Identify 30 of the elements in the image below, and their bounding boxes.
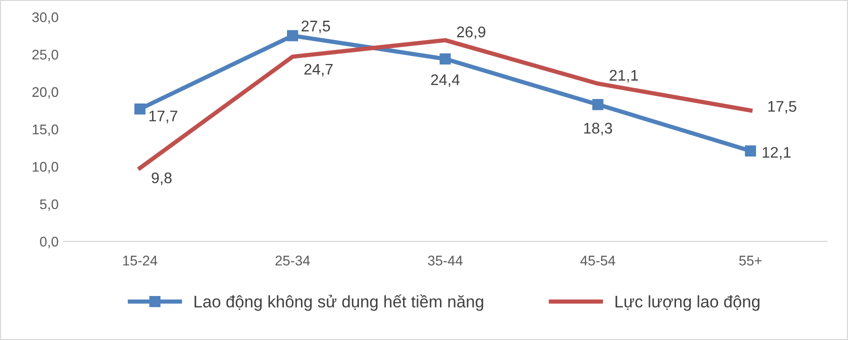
point (287, 30, 298, 42)
data-label: 26,9 (457, 26, 486, 40)
point (440, 53, 451, 64)
data-label: 17,7 (149, 110, 178, 124)
data-label: 21,1 (610, 70, 638, 83)
x-tick-label: 25-34 (276, 256, 310, 266)
y-tick-label: 5,0 (40, 199, 58, 211)
y-tick-label: 25,0 (32, 50, 58, 62)
legend-label: Lực lượng lao động (616, 295, 760, 311)
line-series (138, 38, 753, 170)
legend-label: Lao động không sử dụng hết tiềm năng (194, 294, 484, 311)
y-tick-label: 30,0 (32, 12, 58, 24)
data-label: 12,1 (762, 146, 791, 160)
y-tick-label: 0,0 (40, 236, 58, 248)
x-tick-label: 55+ (739, 256, 762, 266)
data-label: 27,5 (302, 20, 330, 34)
x-tick-label: 15-24 (123, 256, 158, 266)
point (134, 103, 146, 115)
y-tick-label: 15,0 (32, 124, 58, 136)
y-tick-label: 10,0 (32, 162, 58, 174)
data-label: 24,4 (431, 74, 460, 88)
data-label: 18,3 (584, 122, 612, 136)
point (744, 145, 756, 156)
data-label: 9,8 (152, 172, 172, 186)
x-tick-label: 45-54 (580, 256, 616, 266)
y-tick-label: 20,0 (32, 87, 58, 99)
data-label: 24,7 (304, 64, 333, 76)
point (592, 98, 604, 110)
x-tick-label: 35-44 (428, 256, 463, 266)
data-label: 17,5 (768, 101, 796, 114)
